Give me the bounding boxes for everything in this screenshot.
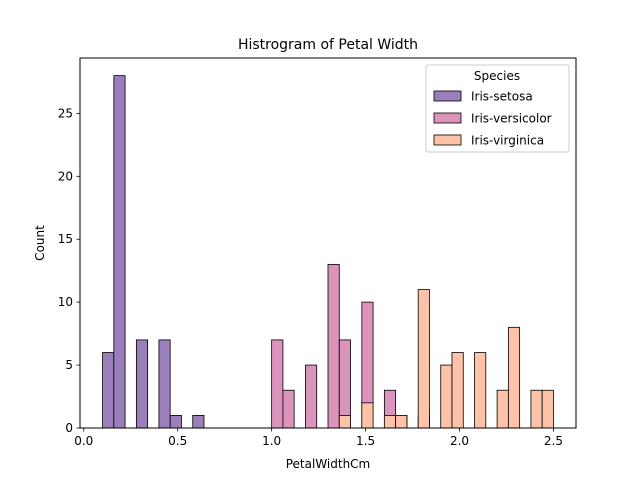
x-tick-label-2: 1.0 (262, 434, 281, 448)
y-tick-label-3: 15 (58, 232, 73, 246)
bar-iris-virginica-9 (507, 326, 521, 429)
chart-title: Histrogram of Petal Width (238, 37, 418, 53)
bar-iris-virginica-8 (496, 389, 509, 429)
bar-iris-versicolor-3 (327, 263, 340, 429)
legend-title: Species (474, 69, 520, 83)
legend-swatch-1 (433, 112, 462, 124)
bar-iris-virginica-4 (417, 289, 430, 429)
legend-frame (425, 64, 570, 153)
y-axis: 0 5 10 15 20 25 (58, 106, 80, 435)
bar-iris-versicolor-4 (338, 339, 351, 429)
legend-label-2: Iris-virginica (471, 134, 544, 148)
bar-iris-versicolor-1 (282, 389, 295, 429)
bar-iris-virginica-10 (530, 389, 543, 429)
bar-iris-virginica-5 (440, 364, 453, 429)
bar-iris-setosa-3 (158, 339, 171, 429)
bar-iris-setosa-1 (113, 75, 126, 429)
bar-iris-virginica-11 (541, 389, 554, 429)
bar-iris-virginica-7 (474, 352, 487, 429)
legend-swatch-2 (433, 134, 462, 146)
legend: Species Iris-setosa Iris-versicolor Iris-v… (425, 64, 570, 153)
y-axis-label: Count (33, 225, 47, 261)
x-tick-label-5: 2.5 (544, 434, 563, 448)
bar-iris-setosa-5 (192, 415, 205, 429)
bar-iris-virginica-2 (383, 415, 397, 429)
bar-iris-virginica-3 (395, 415, 408, 429)
x-axis: 0.0 0.5 1.0 1.5 2.0 2.5 (74, 428, 563, 448)
y-tick-label-0: 0 (65, 421, 73, 435)
x-tick-label-4: 2.0 (450, 434, 469, 448)
bar-iris-versicolor-2 (305, 364, 318, 429)
bar-iris-virginica-6 (451, 352, 464, 429)
bar-iris-setosa-4 (169, 415, 182, 429)
y-tick-label-4: 20 (58, 169, 73, 183)
y-tick-label-5: 25 (58, 106, 73, 120)
x-tick-label-1: 0.5 (168, 434, 187, 448)
bar-iris-virginica-1 (361, 402, 374, 429)
bar-iris-setosa-2 (135, 339, 149, 429)
x-axis-label: PetalWidthCm (286, 457, 371, 471)
x-tick-label-3: 1.5 (356, 434, 375, 448)
x-tick-label-0: 0.0 (74, 434, 93, 448)
bars-group (102, 75, 554, 429)
y-tick-label-1: 5 (65, 358, 73, 372)
bar-iris-virginica-0 (338, 415, 351, 429)
legend-swatch-0 (433, 90, 462, 102)
legend-label-0: Iris-setosa (471, 90, 533, 104)
bar-iris-versicolor-0 (271, 339, 284, 429)
legend-label-1: Iris-versicolor (471, 112, 552, 126)
bar-iris-setosa-0 (102, 352, 115, 429)
plot-frame (79, 57, 577, 429)
y-tick-label-2: 10 (58, 295, 73, 309)
